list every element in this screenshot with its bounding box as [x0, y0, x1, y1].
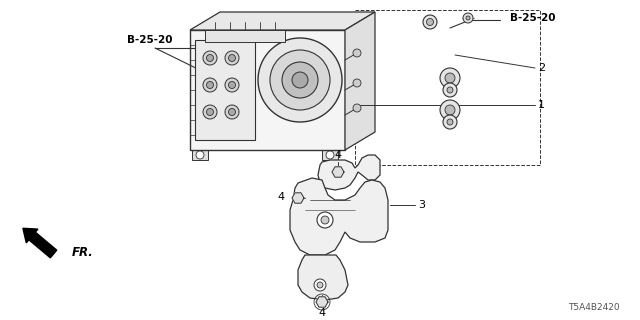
Circle shape: [447, 87, 453, 93]
Circle shape: [443, 83, 457, 97]
Text: 4: 4: [319, 308, 326, 318]
Circle shape: [258, 38, 342, 122]
Bar: [195, 40, 255, 140]
Text: 4: 4: [335, 150, 342, 160]
Polygon shape: [290, 178, 388, 255]
Circle shape: [228, 82, 236, 89]
Circle shape: [326, 151, 334, 159]
Circle shape: [445, 73, 455, 83]
Circle shape: [196, 151, 204, 159]
Circle shape: [353, 49, 361, 57]
Circle shape: [463, 13, 473, 23]
Circle shape: [317, 282, 323, 288]
Circle shape: [207, 82, 214, 89]
Polygon shape: [292, 193, 304, 203]
Circle shape: [440, 68, 460, 88]
Text: B-25-20: B-25-20: [127, 35, 173, 45]
Circle shape: [317, 212, 333, 228]
Circle shape: [353, 79, 361, 87]
Circle shape: [225, 51, 239, 65]
Polygon shape: [316, 297, 328, 307]
Polygon shape: [322, 150, 338, 160]
Polygon shape: [192, 150, 208, 160]
Circle shape: [228, 54, 236, 61]
Circle shape: [207, 108, 214, 116]
Circle shape: [292, 72, 308, 88]
Circle shape: [466, 16, 470, 20]
Circle shape: [295, 195, 301, 201]
Polygon shape: [298, 255, 348, 300]
Text: T5A4B2420: T5A4B2420: [568, 303, 620, 312]
Circle shape: [225, 105, 239, 119]
Text: 4: 4: [278, 192, 285, 202]
Circle shape: [203, 78, 217, 92]
Circle shape: [319, 299, 325, 305]
Circle shape: [353, 104, 361, 112]
Circle shape: [270, 50, 330, 110]
Text: 3: 3: [418, 200, 425, 210]
Circle shape: [447, 119, 453, 125]
Circle shape: [443, 115, 457, 129]
Circle shape: [207, 54, 214, 61]
Circle shape: [445, 105, 455, 115]
Bar: [355, 10, 540, 165]
Circle shape: [314, 279, 326, 291]
Circle shape: [423, 15, 437, 29]
Circle shape: [426, 19, 433, 26]
Bar: [205, 30, 285, 42]
Circle shape: [321, 216, 329, 224]
Circle shape: [203, 105, 217, 119]
Circle shape: [203, 51, 217, 65]
Circle shape: [440, 100, 460, 120]
Bar: [190, 30, 345, 150]
Polygon shape: [190, 12, 375, 30]
Text: FR.: FR.: [72, 245, 93, 259]
Polygon shape: [345, 12, 375, 150]
Polygon shape: [23, 228, 38, 243]
Polygon shape: [332, 167, 344, 177]
Circle shape: [282, 62, 318, 98]
Circle shape: [225, 78, 239, 92]
Text: 2: 2: [538, 63, 545, 73]
Text: B-25-20: B-25-20: [510, 13, 556, 23]
Polygon shape: [318, 155, 380, 190]
Circle shape: [228, 108, 236, 116]
Circle shape: [335, 169, 341, 175]
Text: 1: 1: [538, 100, 545, 110]
Polygon shape: [29, 232, 57, 258]
